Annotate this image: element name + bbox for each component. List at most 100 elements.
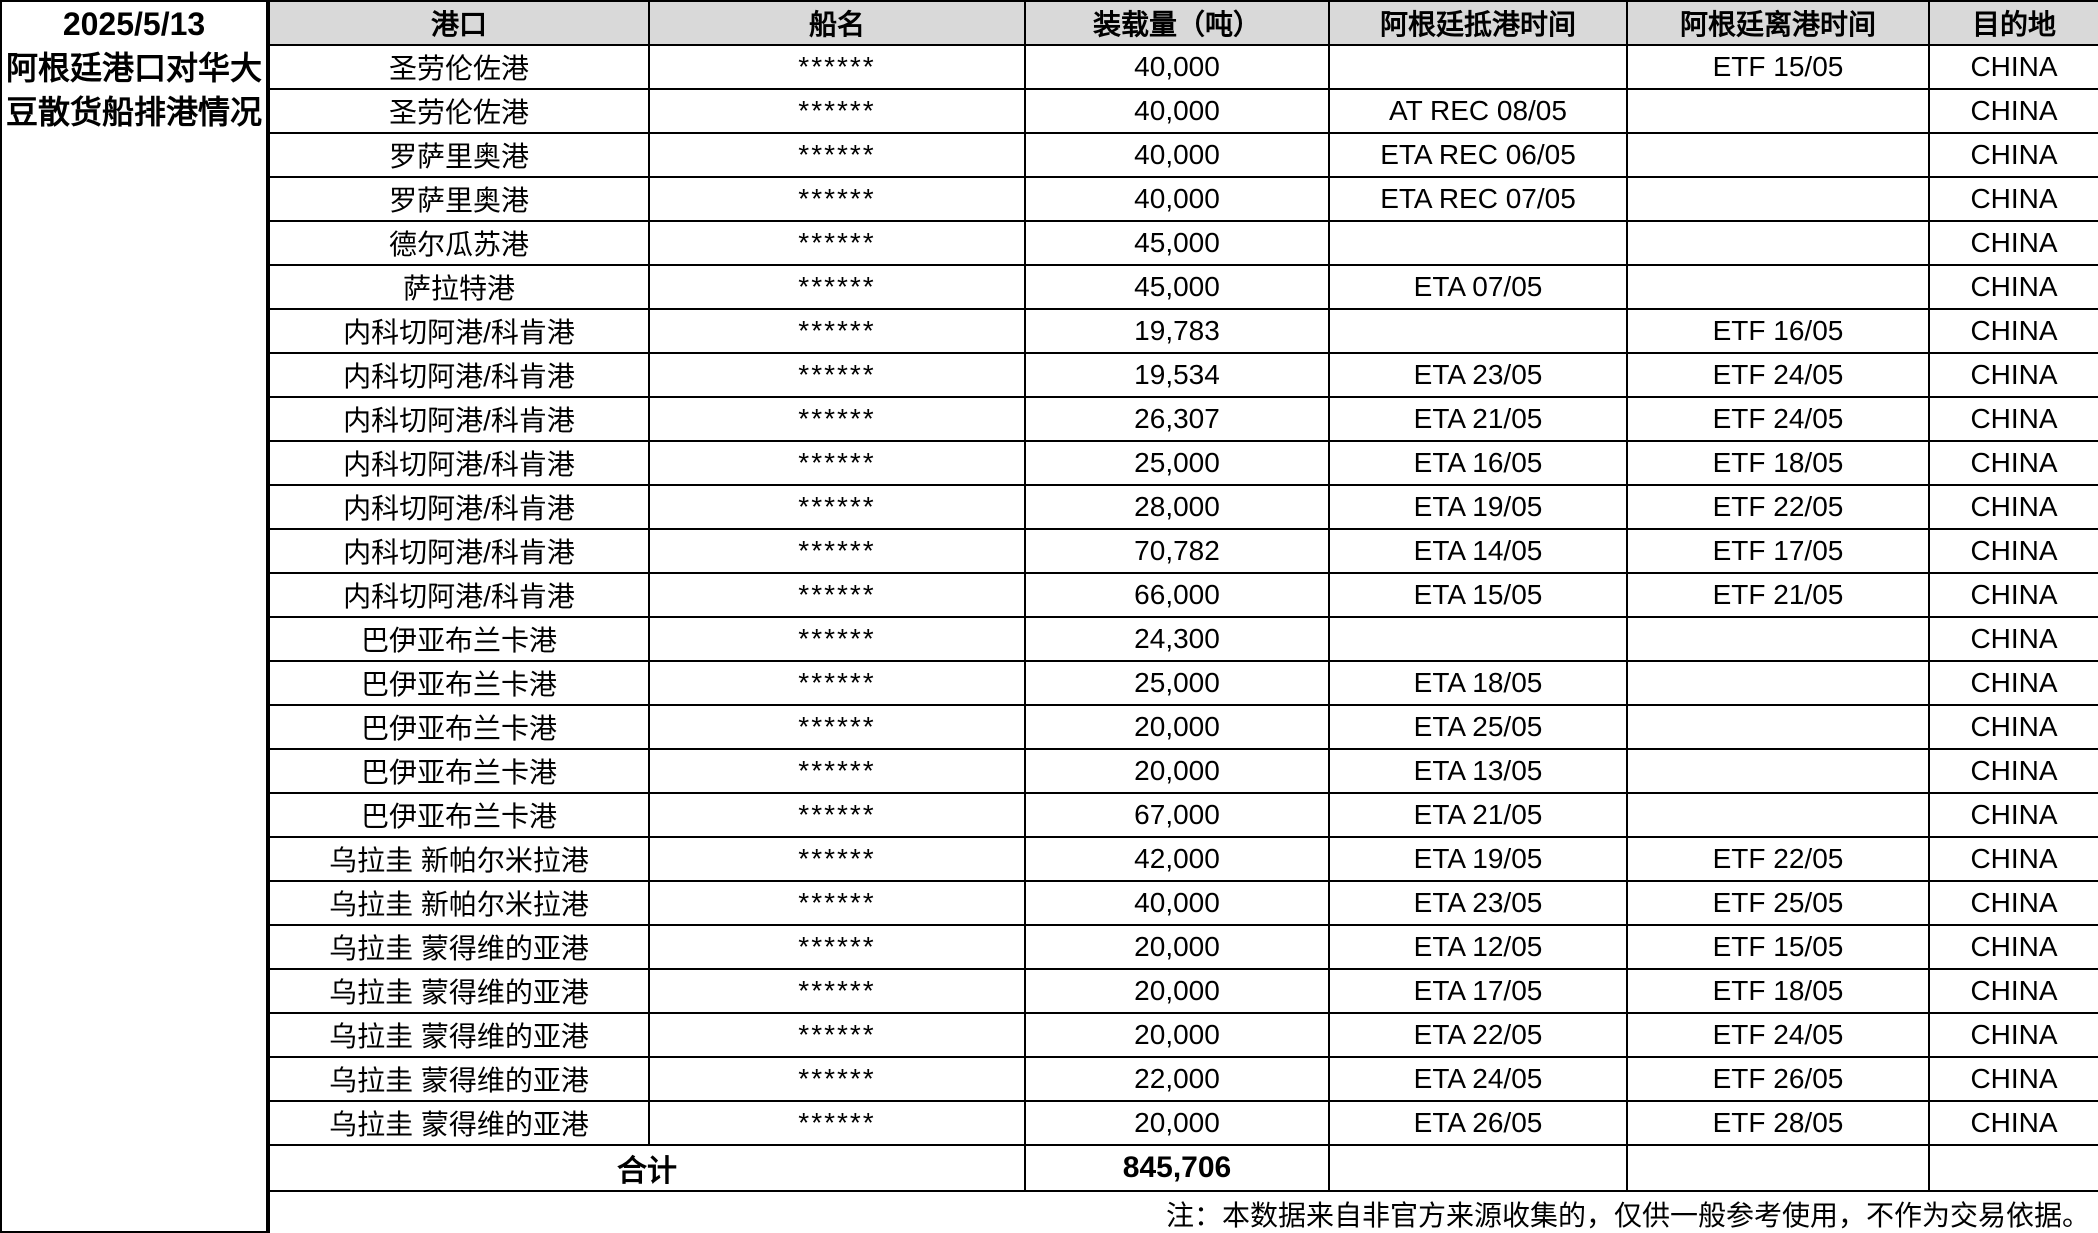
vessel-cell: ****** (648, 220, 1026, 266)
port-cell: 乌拉圭 蒙得维的亚港 (268, 1100, 650, 1146)
destination-cell: CHINA (1928, 132, 2098, 178)
report-date: 2025/5/13 (62, 6, 206, 42)
destination-cell: CHINA (1928, 660, 2098, 706)
tonnage-cell: 40,000 (1024, 880, 1330, 926)
tonnage-cell: 40,000 (1024, 88, 1330, 134)
port-cell: 内科切阿港/科肯港 (268, 572, 650, 618)
destination-cell: CHINA (1928, 748, 2098, 794)
destination-cell: CHINA (1928, 924, 2098, 970)
table-row: 乌拉圭 蒙得维的亚港 ****** 22,000 ETA 24/05 ETF 26/05… (268, 1056, 2098, 1102)
vessel-cell: ****** (648, 44, 1026, 90)
port-cell: 乌拉圭 蒙得维的亚港 (268, 924, 650, 970)
arrival-cell: ETA REC 07/05 (1328, 176, 1628, 222)
footnote: 注：本数据来自非官方来源收集的，仅供一般参考使用，不作为交易依据。 (268, 1190, 2098, 1233)
tonnage-cell: 67,000 (1024, 792, 1330, 838)
vessel-cell: ****** (648, 352, 1026, 398)
total-arrival-empty-cell (1328, 1144, 1628, 1192)
port-cell: 内科切阿港/科肯港 (268, 440, 650, 486)
vessel-cell: ****** (648, 1100, 1026, 1146)
vessel-cell: ****** (648, 308, 1026, 354)
port-cell: 德尔瓜苏港 (268, 220, 650, 266)
tonnage-cell: 20,000 (1024, 968, 1330, 1014)
arrival-cell: ETA 26/05 (1328, 1100, 1628, 1146)
table-row: 圣劳伦佐港 ****** 40,000 ETF 15/05 CHINA (268, 44, 2098, 90)
arrival-cell: ETA 18/05 (1328, 660, 1628, 706)
departure-cell: ETF 15/05 (1626, 44, 1930, 90)
table-row: 乌拉圭 蒙得维的亚港 ****** 20,000 ETA 12/05 ETF 15/05… (268, 924, 2098, 970)
destination-cell: CHINA (1928, 1100, 2098, 1146)
vessel-cell: ****** (648, 88, 1026, 134)
vessel-cell: ****** (648, 484, 1026, 530)
arrival-cell: ETA 15/05 (1328, 572, 1628, 618)
arrival-cell: ETA 24/05 (1328, 1056, 1628, 1102)
port-cell: 巴伊亚布兰卡港 (268, 748, 650, 794)
vessel-cell: ****** (648, 660, 1026, 706)
destination-cell: CHINA (1928, 704, 2098, 750)
table-row: 内科切阿港/科肯港 ****** 66,000 ETA 15/05 ETF 21/05 C… (268, 572, 2098, 618)
table-body: 圣劳伦佐港 ****** 40,000 ETF 15/05 CHINA 圣劳伦佐港 ****… (268, 44, 2098, 1146)
vessel-cell: ****** (648, 748, 1026, 794)
port-cell: 巴伊亚布兰卡港 (268, 660, 650, 706)
tonnage-cell: 22,000 (1024, 1056, 1330, 1102)
departure-cell: ETF 22/05 (1626, 484, 1930, 530)
port-cell: 圣劳伦佐港 (268, 88, 650, 134)
port-cell: 罗萨里奥港 (268, 132, 650, 178)
port-cell: 乌拉圭 蒙得维的亚港 (268, 1012, 650, 1058)
arrival-cell: AT REC 08/05 (1328, 88, 1628, 134)
departure-cell: ETF 25/05 (1626, 880, 1930, 926)
destination-cell: CHINA (1928, 176, 2098, 222)
table-row: 巴伊亚布兰卡港 ****** 25,000 ETA 18/05 CHINA (268, 660, 2098, 706)
vessel-cell: ****** (648, 440, 1026, 486)
arrival-cell (1328, 220, 1628, 266)
column-header: 阿根廷抵港时间 (1328, 0, 1628, 46)
arrival-cell: ETA 21/05 (1328, 792, 1628, 838)
vessel-cell: ****** (648, 616, 1026, 662)
tonnage-cell: 45,000 (1024, 220, 1330, 266)
arrival-cell: ETA 21/05 (1328, 396, 1628, 442)
report-title-line2: 豆散货船排港情况 (5, 94, 262, 130)
tonnage-cell: 70,782 (1024, 528, 1330, 574)
total-row: 合计 845,706 (268, 1144, 2098, 1192)
table-row: 乌拉圭 蒙得维的亚港 ****** 20,000 ETA 17/05 ETF 18/05… (268, 968, 2098, 1014)
vessel-cell: ****** (648, 132, 1026, 178)
table-row: 乌拉圭 新帕尔米拉港 ****** 40,000 ETA 23/05 ETF 25/05… (268, 880, 2098, 926)
port-cell: 巴伊亚布兰卡港 (268, 616, 650, 662)
vessel-cell: ****** (648, 572, 1026, 618)
column-header: 阿根廷离港时间 (1626, 0, 1930, 46)
total-value: 845,706 (1024, 1144, 1330, 1192)
arrival-cell: ETA 19/05 (1328, 836, 1628, 882)
table-row: 内科切阿港/科肯港 ****** 19,783 ETF 16/05 CHINA (268, 308, 2098, 354)
destination-cell: CHINA (1928, 1012, 2098, 1058)
vessel-cell: ****** (648, 1012, 1026, 1058)
table-row: 内科切阿港/科肯港 ****** 28,000 ETA 19/05 ETF 22/05 C… (268, 484, 2098, 530)
arrival-cell: ETA 13/05 (1328, 748, 1628, 794)
arrival-cell: ETA 16/05 (1328, 440, 1628, 486)
departure-cell: ETF 24/05 (1626, 396, 1930, 442)
tonnage-cell: 20,000 (1024, 748, 1330, 794)
tonnage-cell: 19,783 (1024, 308, 1330, 354)
column-header: 目的地 (1928, 0, 2098, 46)
header-row: 港口 船名 装载量（吨） 阿根廷抵港时间 阿根廷离港时间 目的地 (268, 0, 2098, 46)
arrival-cell: ETA 23/05 (1328, 352, 1628, 398)
tonnage-cell: 20,000 (1024, 1100, 1330, 1146)
vessel-cell: ****** (648, 176, 1026, 222)
departure-cell: ETF 21/05 (1626, 572, 1930, 618)
port-cell: 乌拉圭 蒙得维的亚港 (268, 1056, 650, 1102)
port-cell: 萨拉特港 (268, 264, 650, 310)
port-cell: 乌拉圭 新帕尔米拉港 (268, 880, 650, 926)
destination-cell: CHINA (1928, 440, 2098, 486)
report-title-cell: 2025/5/13 阿根廷港口对华大 豆散货船排港情况 (0, 0, 268, 1233)
vessel-cell: ****** (648, 1056, 1026, 1102)
table-row: 德尔瓜苏港 ****** 45,000 CHINA (268, 220, 2098, 266)
vessel-cell: ****** (648, 836, 1026, 882)
departure-cell: ETF 22/05 (1626, 836, 1930, 882)
departure-cell (1626, 132, 1930, 178)
table-row: 乌拉圭 蒙得维的亚港 ****** 20,000 ETA 26/05 ETF 28/05… (268, 1100, 2098, 1146)
arrival-cell: ETA 12/05 (1328, 924, 1628, 970)
destination-cell: CHINA (1928, 484, 2098, 530)
column-header: 船名 (648, 0, 1026, 46)
departure-cell: ETF 17/05 (1626, 528, 1930, 574)
arrival-cell: ETA 23/05 (1328, 880, 1628, 926)
tonnage-cell: 19,534 (1024, 352, 1330, 398)
report-title-line1: 阿根廷港口对华大 (5, 50, 262, 86)
